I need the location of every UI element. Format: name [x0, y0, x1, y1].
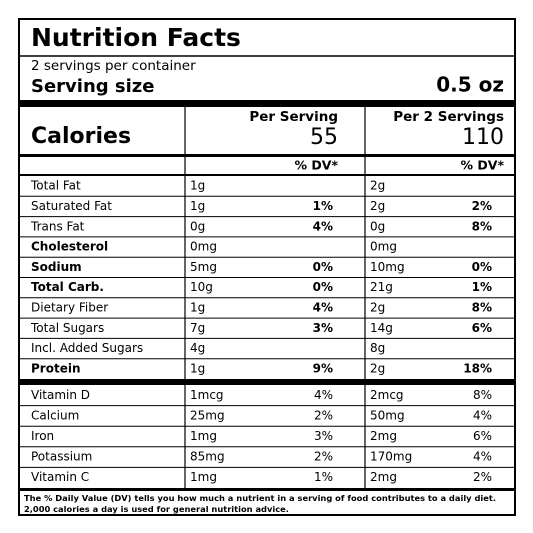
daily-value: 8%	[473, 388, 492, 402]
amount: 0g	[190, 219, 205, 233]
amount: 10mg	[370, 260, 405, 274]
daily-value: 3%	[314, 429, 333, 443]
nutrient-name: Sodium	[31, 260, 82, 274]
column-header: Per 2 Servings	[393, 109, 504, 125]
dv-header: % DV*	[295, 158, 339, 173]
nutrient-name: Calcium	[31, 408, 79, 422]
serving-size: 0.5 oz	[436, 73, 504, 97]
daily-value: 8%	[472, 300, 492, 314]
daily-value: 8%	[472, 219, 492, 233]
amount: 1g	[190, 179, 205, 193]
amount: 1mg	[190, 429, 217, 443]
amount: 85mg	[190, 450, 225, 464]
amount: 8g	[370, 341, 385, 355]
amount: 4g	[190, 341, 205, 355]
amount: 1g	[190, 361, 205, 375]
amount: 25mg	[190, 408, 225, 422]
daily-value: 0%	[313, 280, 333, 294]
nutrient-name: Total Sugars	[30, 321, 104, 335]
daily-value: 0%	[313, 260, 333, 274]
amount: 0mg	[370, 240, 397, 254]
amount: 2g	[370, 179, 385, 193]
amount: 2g	[370, 199, 385, 213]
bar	[19, 174, 515, 176]
amount: 14g	[370, 321, 393, 335]
nutrient-name: Iron	[31, 429, 54, 443]
amount: 2g	[370, 361, 385, 375]
amount: 0g	[370, 219, 385, 233]
nutrient-name: Cholesterol	[31, 240, 108, 254]
nutrient-name: Saturated Fat	[31, 199, 112, 213]
title: Nutrition Facts	[31, 23, 241, 52]
nutrient-name: Total Carb.	[31, 280, 104, 294]
daily-value: 6%	[472, 321, 492, 335]
amount: 2g	[370, 300, 385, 314]
thick-bar	[19, 100, 515, 107]
daily-value: 4%	[314, 388, 333, 402]
calories-value: 55	[310, 125, 338, 150]
daily-value: 1%	[472, 280, 492, 294]
nutrient-name: Total Fat	[30, 179, 81, 193]
border	[18, 18, 516, 516]
daily-value: 2%	[473, 470, 492, 484]
daily-value: 18%	[463, 361, 492, 375]
nutrient-name: Incl. Added Sugars	[31, 341, 143, 355]
amount: 2mg	[370, 470, 397, 484]
dv-header: % DV*	[461, 158, 505, 173]
daily-value: 1%	[313, 199, 333, 213]
daily-value: 2%	[314, 450, 333, 464]
nutrient-name: Vitamin C	[31, 470, 89, 484]
amount: 10g	[190, 280, 213, 294]
daily-value: 6%	[473, 429, 492, 443]
nutrient-name: Vitamin D	[31, 388, 90, 402]
amount: 21g	[370, 280, 393, 294]
daily-value: 2%	[314, 408, 333, 422]
calories-value: 110	[462, 125, 504, 150]
nutrient-name: Dietary Fiber	[31, 300, 108, 314]
calories-label: Calories	[31, 124, 131, 149]
amount: 1mg	[190, 470, 217, 484]
amount: 0mg	[190, 240, 217, 254]
amount: 170mg	[370, 450, 412, 464]
serving-size-label: Serving size	[31, 76, 155, 97]
nutrient-name: Protein	[31, 361, 81, 375]
daily-value: 2%	[472, 199, 492, 213]
footnote: The % Daily Value (DV) tells you how muc…	[24, 493, 496, 514]
daily-value: 4%	[473, 408, 492, 422]
bar	[19, 488, 515, 491]
amount: 2mcg	[370, 388, 404, 402]
amount: 1mcg	[190, 388, 224, 402]
nutrient-name: Trans Fat	[30, 219, 85, 233]
amount: 7g	[190, 321, 205, 335]
amount: 50mg	[370, 408, 405, 422]
daily-value: 4%	[473, 450, 492, 464]
servings: 2 servings per container	[31, 58, 196, 74]
daily-value: 3%	[313, 321, 333, 335]
daily-value: 1%	[314, 470, 333, 484]
nutrient-name: Potassium	[31, 450, 92, 464]
daily-value: 4%	[313, 300, 333, 314]
amount: 5mg	[190, 260, 217, 274]
daily-value: 9%	[313, 361, 333, 375]
amount: 1g	[190, 199, 205, 213]
thick-bar	[19, 379, 515, 385]
daily-value: 0%	[472, 260, 492, 274]
daily-value: 4%	[313, 219, 333, 233]
bar	[19, 154, 515, 157]
column-header: Per Serving	[249, 109, 338, 125]
amount: 1g	[190, 300, 205, 314]
amount: 2mg	[370, 429, 397, 443]
